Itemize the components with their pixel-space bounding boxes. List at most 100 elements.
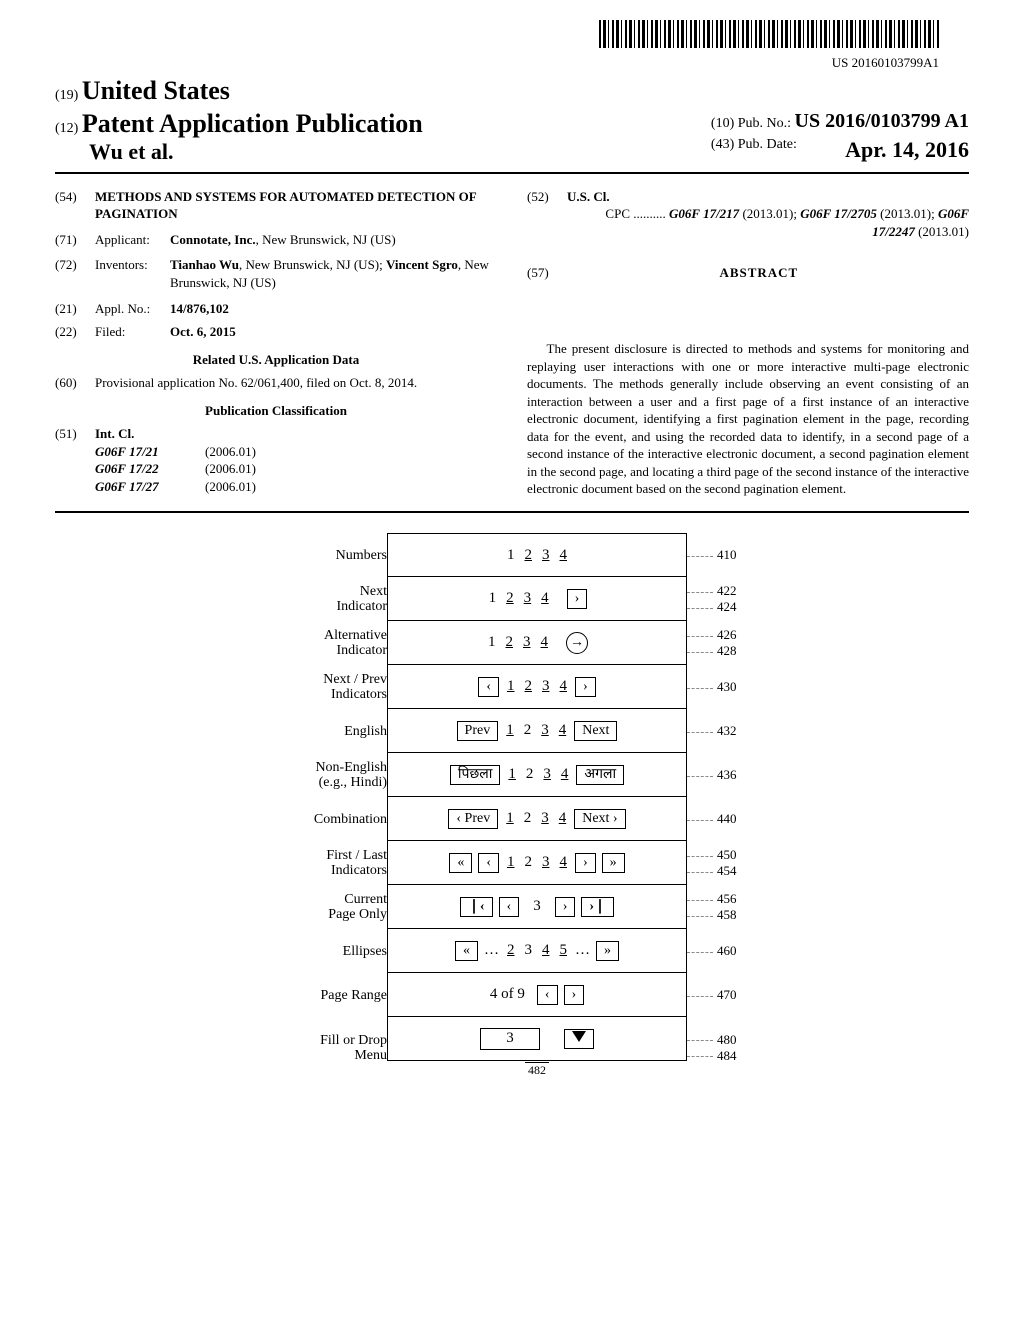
prev-button-icon[interactable]: ‹ xyxy=(499,897,520,918)
prev-button-icon[interactable]: ‹ xyxy=(537,985,558,1006)
ellipsis: … xyxy=(484,942,499,959)
row-label-2: AlternativeIndicator xyxy=(257,621,387,665)
next-arrow-icon[interactable]: → xyxy=(566,632,588,654)
cell-drop-menu: 3 xyxy=(387,1017,687,1061)
page-4[interactable]: 4 xyxy=(560,547,568,564)
ref-482: 482 xyxy=(387,1063,687,1078)
current-page: 3 xyxy=(533,898,541,915)
last-button-icon[interactable]: ›❘ xyxy=(581,897,613,918)
ref-432: 432 xyxy=(687,723,737,738)
ref-454: 454 xyxy=(687,863,737,878)
prev-combo-button[interactable]: ‹ Prev xyxy=(448,809,498,830)
applno: 14/876,102 xyxy=(170,301,229,316)
cell-first-last: « ‹ 1 2 3 4 › » xyxy=(387,841,687,885)
bibliographic-block: (54) METHODS AND SYSTEMS FOR AUTOMATED D… xyxy=(55,188,969,514)
kind: Patent Application Publication xyxy=(82,109,423,138)
inventors-code: (72) xyxy=(55,256,95,291)
uscl-label: U.S. Cl. xyxy=(567,189,610,204)
triangle-down-icon xyxy=(572,1031,586,1042)
abstract-text: The present disclosure is directed to me… xyxy=(527,340,969,498)
header-left: (19) United States (12) Patent Applicati… xyxy=(55,75,423,166)
ref-426: 426 xyxy=(687,627,737,642)
row-label-10: Page Range xyxy=(257,973,387,1017)
intcl-0-code: G06F 17/21 xyxy=(95,443,205,461)
page-input[interactable]: 3 xyxy=(480,1028,540,1050)
barcode-graphic xyxy=(599,20,939,48)
row-label-3: Next / PrevIndicators xyxy=(257,665,387,709)
intcl-1-ver: (2006.01) xyxy=(205,460,256,478)
ref-410: 410 xyxy=(687,547,737,562)
row-label-9: Ellipses xyxy=(257,929,387,973)
row-label-0: Numbers xyxy=(257,533,387,577)
ref-428: 428 xyxy=(687,643,737,658)
author-line: Wu et al. xyxy=(89,139,174,164)
cell-english: Prev 1 2 3 4 Next xyxy=(387,709,687,753)
prev-button-icon[interactable]: ‹ xyxy=(478,677,499,698)
ref-440: 440 xyxy=(687,811,737,826)
left-column: (54) METHODS AND SYSTEMS FOR AUTOMATED D… xyxy=(55,188,497,502)
pubclass-title: Publication Classification xyxy=(55,402,497,420)
ref-460: 460 xyxy=(687,943,737,958)
next-button-icon[interactable]: › xyxy=(564,985,585,1006)
last-button-icon[interactable]: » xyxy=(596,941,619,962)
dropdown-button[interactable] xyxy=(564,1029,594,1050)
prev-button-icon[interactable]: ‹ xyxy=(478,853,499,874)
next-button-icon[interactable]: › xyxy=(575,677,596,698)
filed-code: (22) xyxy=(55,323,95,341)
next-button-icon[interactable]: › xyxy=(575,853,596,874)
abstract-title: ABSTRACT xyxy=(527,264,969,282)
barcode-pub-id: US 20160103799A1 xyxy=(55,55,939,71)
right-column: (52) U.S. Cl. CPC .......... G06F 17/217… xyxy=(527,188,969,502)
next-button[interactable]: Next xyxy=(574,721,617,742)
barcode-region: US 20160103799A1 xyxy=(55,20,969,71)
cell-current-only: ❘‹ ‹ 3 › ›❘ xyxy=(387,885,687,929)
page-3[interactable]: 3 xyxy=(542,547,550,564)
page-2[interactable]: 2 xyxy=(525,547,533,564)
row-label-7: First / LastIndicators xyxy=(257,841,387,885)
page-1: 1 xyxy=(507,547,515,564)
first-button-icon[interactable]: « xyxy=(455,941,478,962)
cell-hindi: पिछला 1 2 3 4 अगला xyxy=(387,753,687,797)
next-button-icon[interactable]: › xyxy=(567,589,588,610)
ref-422: 422 xyxy=(687,583,737,598)
next-button-icon[interactable]: › xyxy=(555,897,576,918)
prev-button[interactable]: Prev xyxy=(457,721,499,742)
header-right: (10) Pub. No.: US 2016/0103799 A1 (43) P… xyxy=(711,107,969,166)
pubno-label: Pub. No.: xyxy=(738,116,791,131)
cell-combo: ‹ Prev 1 2 3 4 Next › xyxy=(387,797,687,841)
ref-480: 480 xyxy=(687,1032,737,1047)
applno-label: Appl. No.: xyxy=(95,300,170,318)
row-label-6: Combination xyxy=(257,797,387,841)
filed-label: Filed: xyxy=(95,323,170,341)
first-button-icon[interactable]: ❘‹ xyxy=(460,897,492,918)
title-code: (54) xyxy=(55,188,95,223)
page-range-text: 4 of 9 xyxy=(490,986,525,1003)
intcl-0-ver: (2006.01) xyxy=(205,443,256,461)
intcl-2-code: G06F 17/27 xyxy=(95,478,205,496)
cell-numbers: 1 2 3 4 xyxy=(387,533,687,577)
jurisdiction-code: (19) xyxy=(55,88,78,103)
last-button-icon[interactable]: » xyxy=(602,853,625,874)
first-button-icon[interactable]: « xyxy=(449,853,472,874)
row-label-1: NextIndicator xyxy=(257,577,387,621)
cell-ellipses: « … 2 3 4 5 … » xyxy=(387,929,687,973)
ref-450: 450 xyxy=(687,847,737,862)
cell-next-prev: ‹ 1 2 3 4 › xyxy=(387,665,687,709)
next-button-hi[interactable]: अगला xyxy=(576,765,624,786)
abstract-code: (57) xyxy=(527,264,549,282)
next-combo-button[interactable]: Next › xyxy=(574,809,625,830)
pubno-code: (10) xyxy=(711,116,734,131)
cell-next-indicator: 1 2 3 4 › xyxy=(387,577,687,621)
prev-button-hi[interactable]: पिछला xyxy=(450,765,501,786)
invention-title: METHODS AND SYSTEMS FOR AUTOMATED DETECT… xyxy=(95,189,476,222)
row-label-4: English xyxy=(257,709,387,753)
ref-430: 430 xyxy=(687,679,737,694)
inventors-label: Inventors: xyxy=(95,256,170,291)
uscl-prefix: CPC .......... xyxy=(605,206,665,221)
jurisdiction: United States xyxy=(82,76,230,105)
row-label-5: Non-English(e.g., Hindi) xyxy=(257,753,387,797)
applicant-code: (71) xyxy=(55,231,95,249)
ref-424: 424 xyxy=(687,599,737,614)
header-block: (19) United States (12) Patent Applicati… xyxy=(55,75,969,174)
filed: Oct. 6, 2015 xyxy=(170,324,236,339)
